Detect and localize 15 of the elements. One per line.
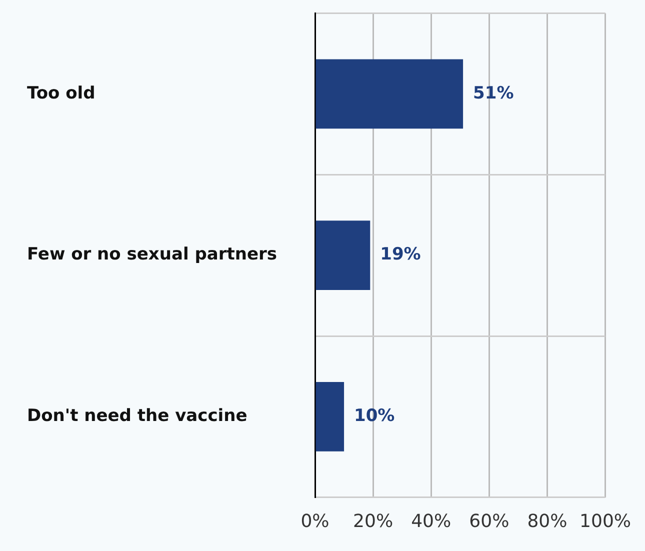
bar [316, 59, 464, 129]
x-tick-label: 60% [469, 510, 510, 532]
bar [316, 220, 370, 290]
x-tick-label: 100% [580, 510, 632, 532]
y-tick-label: Few or no sexual partners [27, 244, 277, 265]
x-tick-label: 40% [411, 510, 452, 532]
data-label: 19% [380, 244, 421, 265]
x-tick-label: 20% [353, 510, 394, 532]
y-tick-label: Too old [27, 83, 96, 104]
bar [316, 382, 344, 452]
y-tick-label: Don't need the vaccine [27, 406, 248, 426]
x-tick-label: 0% [300, 510, 330, 532]
data-label: 51% [473, 83, 514, 104]
x-tick-label: 80% [527, 510, 568, 532]
data-label: 10% [354, 406, 395, 426]
